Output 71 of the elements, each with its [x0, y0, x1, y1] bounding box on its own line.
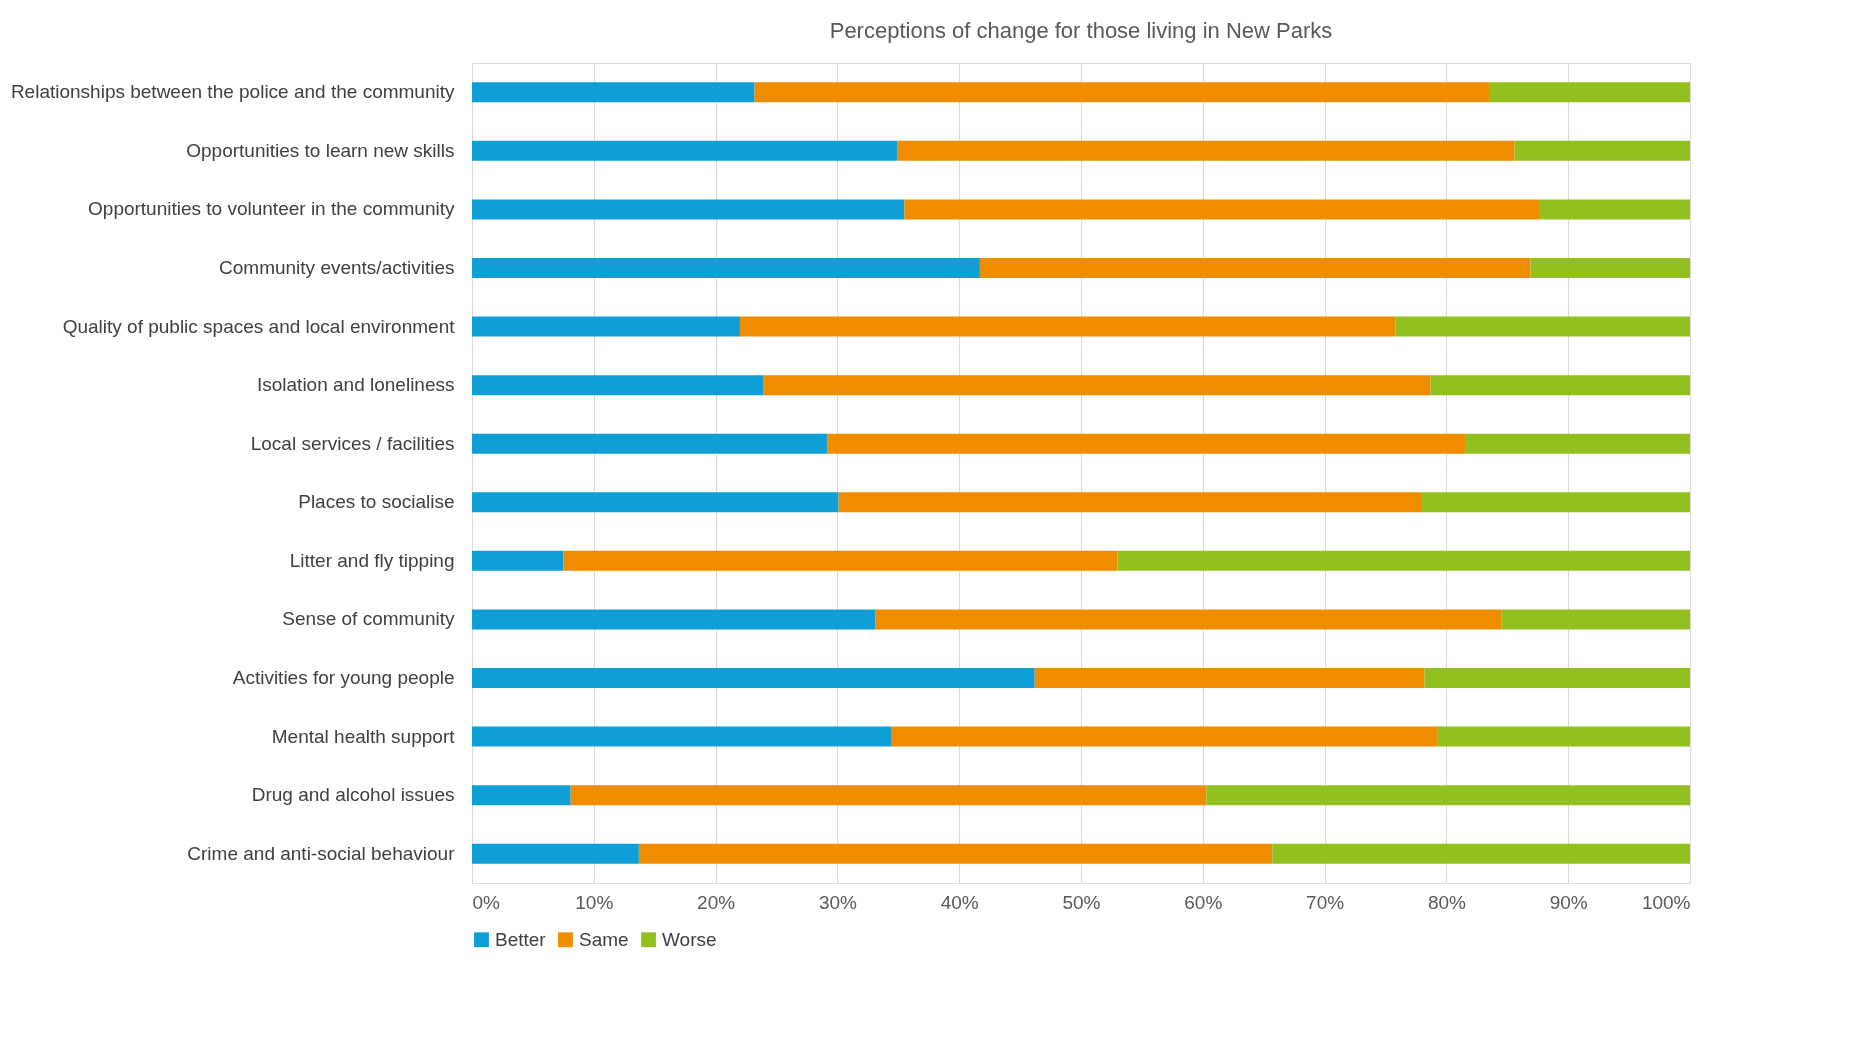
- bar: [827, 433, 1466, 454]
- bar: [472, 258, 980, 278]
- bar: [979, 258, 1531, 278]
- bar: [739, 316, 1396, 337]
- y-tick-label: Opportunities to learn new skills: [186, 139, 455, 161]
- bar: [472, 843, 639, 864]
- bar: [1272, 843, 1690, 864]
- bar: [570, 785, 1207, 806]
- y-tick-label: Drug and alcohol issues: [251, 784, 455, 806]
- bar: [1117, 550, 1690, 571]
- legend-label: Worse: [662, 928, 717, 950]
- bar: [472, 140, 898, 161]
- legend-label: Better: [495, 928, 547, 950]
- bar: [890, 726, 1438, 747]
- x-tick-label: 60%: [1184, 891, 1223, 913]
- bar: [1437, 726, 1690, 747]
- bar: [763, 375, 1431, 396]
- y-tick-label: Mental health support: [271, 725, 456, 747]
- bar: [472, 316, 740, 337]
- y-tick-label: Opportunities to volunteer in the community: [88, 198, 455, 220]
- bar: [1489, 82, 1690, 103]
- bar: [472, 82, 755, 103]
- bar: [472, 433, 828, 454]
- bar: [472, 492, 839, 513]
- y-tick-label: Relationships between the police and the community: [10, 81, 455, 103]
- x-tick-label: 90%: [1549, 891, 1588, 913]
- y-tick-label: Activities for young people: [232, 667, 455, 688]
- x-tick-label: 80%: [1427, 891, 1467, 913]
- chart-title: Perceptions of change for those living in New Parks: [829, 18, 1333, 43]
- x-tick-label: 20%: [697, 891, 736, 913]
- y-tick-label: Crime and anti-social behaviour: [187, 842, 456, 864]
- bar: [1422, 492, 1690, 513]
- bar: [472, 785, 571, 806]
- y-tick-label: Quality of public spaces and local environment: [62, 315, 456, 337]
- y-tick-label: Sense of community: [282, 608, 455, 630]
- bar: [472, 375, 764, 396]
- bar: [472, 668, 1035, 688]
- bar: [904, 199, 1539, 220]
- x-tick-label: 50%: [1062, 891, 1101, 913]
- bar: [1501, 609, 1690, 630]
- bar: [1424, 668, 1690, 688]
- bar: [638, 843, 1273, 864]
- bar: [1034, 668, 1425, 688]
- legend-label: Same: [579, 928, 629, 950]
- bar: [897, 140, 1515, 161]
- bar: [1430, 375, 1690, 396]
- bar: [754, 82, 1490, 103]
- bar: [1538, 199, 1690, 220]
- y-tick-label: Community events/activities: [219, 257, 455, 278]
- x-tick-label: 10%: [575, 891, 614, 913]
- bar: [563, 550, 1118, 571]
- x-tick-label: 100%: [1641, 891, 1691, 913]
- x-tick-label: 70%: [1306, 891, 1345, 913]
- bar: [1395, 316, 1690, 337]
- bar: [472, 550, 564, 571]
- bar: [472, 609, 876, 630]
- bar: [472, 199, 905, 220]
- x-tick-label: 40%: [940, 891, 979, 913]
- bar: [875, 609, 1502, 630]
- bar: [1514, 140, 1690, 161]
- bar: [1206, 785, 1690, 806]
- x-tick-label: 0%: [472, 891, 501, 913]
- bar: [1530, 258, 1690, 278]
- y-tick-label: Litter and fly tipping: [289, 549, 455, 571]
- bar: [1465, 433, 1690, 454]
- bar: [472, 726, 891, 747]
- x-tick-label: 30%: [818, 891, 858, 913]
- y-tick-label: Places to socialise: [298, 491, 455, 513]
- y-tick-label: Local services / facilities: [250, 432, 455, 454]
- y-tick-label: Isolation and loneliness: [256, 374, 455, 396]
- bar: [838, 492, 1423, 513]
